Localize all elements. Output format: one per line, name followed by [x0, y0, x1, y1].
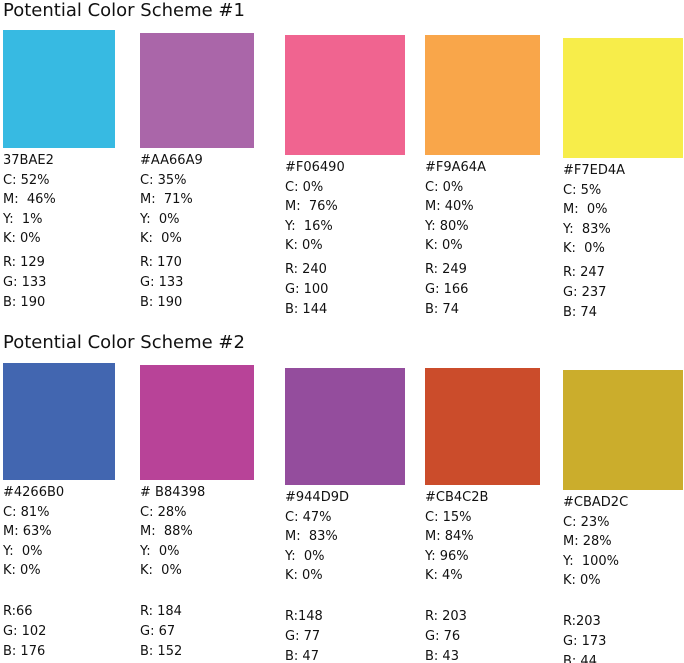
rgb-value: B: 152 [140, 644, 183, 659]
rgb-value: G: 102 [3, 624, 47, 639]
cmyk-value: K: 4% [425, 568, 463, 583]
scheme-title: Potential Color Scheme #2 [3, 332, 245, 353]
rgb-value: G: 166 [425, 282, 469, 297]
cmyk-value: Y: 0% [140, 211, 180, 227]
rgb-value: G: 133 [140, 275, 184, 290]
cmyk-value: C: 23% [563, 514, 610, 530]
hex-code: #F7ED4A [563, 163, 626, 178]
hex-code: #F06490 [285, 160, 345, 175]
hex-code: #CBAD2C [563, 495, 629, 510]
rgb-value: R: 249 [425, 262, 467, 277]
hex-code: #F9A64A [425, 160, 486, 175]
cmyk-value: M: 46% [3, 192, 56, 207]
color-swatch [425, 368, 540, 485]
rgb-value: B: 47 [285, 649, 319, 663]
cmyk-value: M: 63% [3, 524, 52, 539]
rgb-value: B: 176 [3, 644, 46, 659]
cmyk-value: Y: 100% [563, 553, 620, 569]
rgb-value: G: 67 [140, 624, 176, 639]
cmyk-value: M: 28% [563, 534, 612, 549]
rgb-value: G: 76 [425, 629, 461, 644]
color-swatch [563, 38, 683, 158]
cmyk-value: Y: 96% [425, 548, 469, 564]
cmyk-value: Y: 0% [285, 548, 325, 564]
color-swatch [3, 30, 115, 148]
cmyk-value: M: 40% [425, 199, 474, 214]
cmyk-value: C: 81% [3, 504, 50, 520]
cmyk-value: K: 0% [140, 563, 182, 578]
cmyk-value: C: 0% [285, 179, 324, 195]
cmyk-value: K: 0% [140, 231, 182, 246]
rgb-value: G: 237 [563, 285, 607, 300]
cmyk-value: K: 0% [425, 238, 463, 253]
hex-code: #CB4C2B [425, 490, 489, 505]
rgb-value: B: 44 [563, 654, 597, 663]
cmyk-value: C: 0% [425, 179, 464, 195]
rgb-value: R: 240 [285, 262, 327, 277]
cmyk-value: Y: 0% [140, 543, 180, 559]
rgb-value: G: 133 [3, 275, 47, 290]
rgb-value: B: 43 [425, 649, 459, 663]
color-swatch [140, 365, 254, 480]
color-swatch [285, 368, 405, 485]
color-swatch [425, 35, 540, 155]
cmyk-value: C: 52% [3, 172, 50, 188]
rgb-value: G: 77 [285, 629, 321, 644]
rgb-value: B: 190 [3, 295, 46, 310]
color-swatch [3, 363, 115, 480]
rgb-value: R:148 [285, 609, 323, 624]
rgb-value: R: 247 [563, 265, 605, 280]
hex-code: #4266B0 [3, 485, 65, 500]
cmyk-value: M: 0% [563, 202, 608, 217]
cmyk-value: C: 5% [563, 182, 602, 198]
rgb-value: R: 129 [3, 255, 45, 270]
rgb-value: B: 74 [425, 302, 459, 317]
cmyk-value: Y: 83% [563, 221, 611, 237]
hex-code: 37BAE2 [3, 153, 54, 168]
cmyk-value: K: 0% [3, 231, 41, 246]
hex-code: #944D9D [285, 490, 349, 505]
cmyk-value: Y: 16% [285, 218, 333, 234]
cmyk-value: Y: 80% [425, 218, 469, 234]
rgb-value: B: 74 [563, 305, 597, 320]
scheme-title: Potential Color Scheme #1 [3, 0, 245, 21]
color-swatch [285, 35, 405, 155]
cmyk-value: C: 35% [140, 172, 187, 188]
cmyk-value: M: 88% [140, 524, 193, 539]
rgb-value: R:203 [563, 614, 601, 629]
cmyk-value: C: 28% [140, 504, 187, 520]
color-swatch [140, 33, 254, 148]
rgb-value: R: 203 [425, 609, 467, 624]
color-swatch [563, 370, 683, 490]
rgb-value: R: 170 [140, 255, 182, 270]
cmyk-value: M: 83% [285, 529, 338, 544]
rgb-value: B: 144 [285, 302, 328, 317]
cmyk-value: M: 84% [425, 529, 474, 544]
cmyk-value: K: 0% [3, 563, 41, 578]
cmyk-value: K: 0% [285, 568, 323, 583]
rgb-value: B: 190 [140, 295, 183, 310]
cmyk-value: K: 0% [563, 241, 605, 256]
cmyk-value: Y: 0% [3, 543, 43, 559]
cmyk-value: M: 71% [140, 192, 193, 207]
cmyk-value: K: 0% [285, 238, 323, 253]
cmyk-value: C: 15% [425, 509, 472, 525]
cmyk-value: C: 47% [285, 509, 332, 525]
cmyk-value: K: 0% [563, 573, 601, 588]
rgb-value: G: 173 [563, 634, 607, 649]
rgb-value: R: 184 [140, 604, 182, 619]
cmyk-value: M: 76% [285, 199, 338, 214]
rgb-value: R:66 [3, 604, 33, 619]
rgb-value: G: 100 [285, 282, 329, 297]
cmyk-value: Y: 1% [3, 211, 43, 227]
hex-code: # B84398 [140, 485, 206, 500]
hex-code: #AA66A9 [140, 153, 203, 168]
